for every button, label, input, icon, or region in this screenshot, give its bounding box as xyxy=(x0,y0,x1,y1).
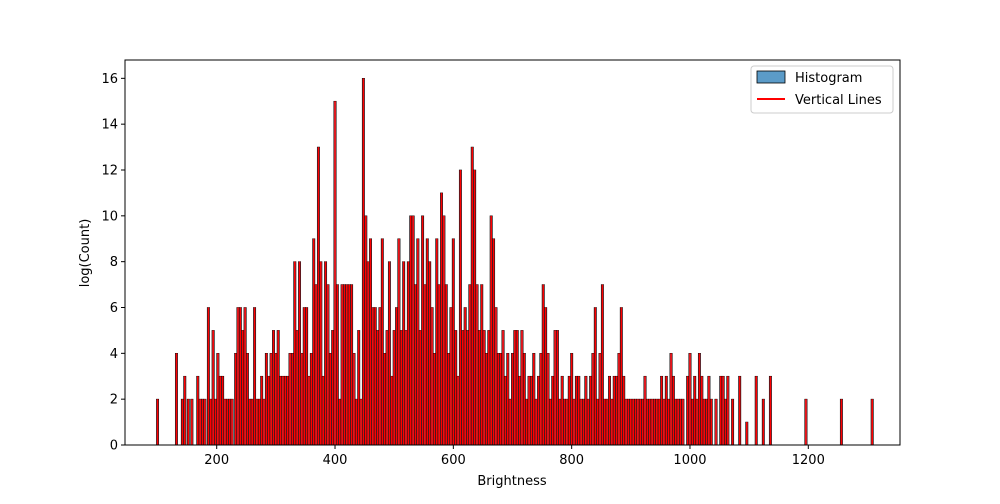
legend-histogram-label: Histogram xyxy=(795,71,862,86)
y-tick-label: 8 xyxy=(110,255,118,270)
y-tick-label: 16 xyxy=(101,72,118,87)
y-tick-label: 14 xyxy=(101,118,118,133)
y-tick-label: 4 xyxy=(110,347,118,362)
x-axis-label: Brightness xyxy=(477,474,546,489)
x-tick-label: 200 xyxy=(204,453,229,468)
x-tick-label: 600 xyxy=(441,453,466,468)
y-axis-label: log(Count) xyxy=(78,219,93,288)
x-tick-label: 800 xyxy=(559,453,584,468)
x-tick-label: 400 xyxy=(323,453,348,468)
y-axis-ticks: 0 2 4 6 8 10 12 14 16 xyxy=(101,72,125,454)
x-tick-label: 1000 xyxy=(673,453,706,468)
legend-vertical-lines-label: Vertical Lines xyxy=(795,93,882,108)
y-tick-label: 2 xyxy=(110,393,118,408)
y-tick-label: 12 xyxy=(101,164,118,179)
y-tick-label: 0 xyxy=(110,439,118,454)
plot-frame xyxy=(124,59,901,446)
legend-histogram-swatch xyxy=(756,70,786,84)
x-tick-label: 1200 xyxy=(792,453,825,468)
y-tick-label: 6 xyxy=(110,301,118,316)
vertical-lines xyxy=(156,78,873,445)
x-axis-ticks: 200 400 600 800 1000 1200 xyxy=(204,445,825,468)
y-tick-label: 10 xyxy=(101,209,118,224)
legend: Histogram Vertical Lines xyxy=(750,65,894,114)
legend-box xyxy=(750,65,894,114)
